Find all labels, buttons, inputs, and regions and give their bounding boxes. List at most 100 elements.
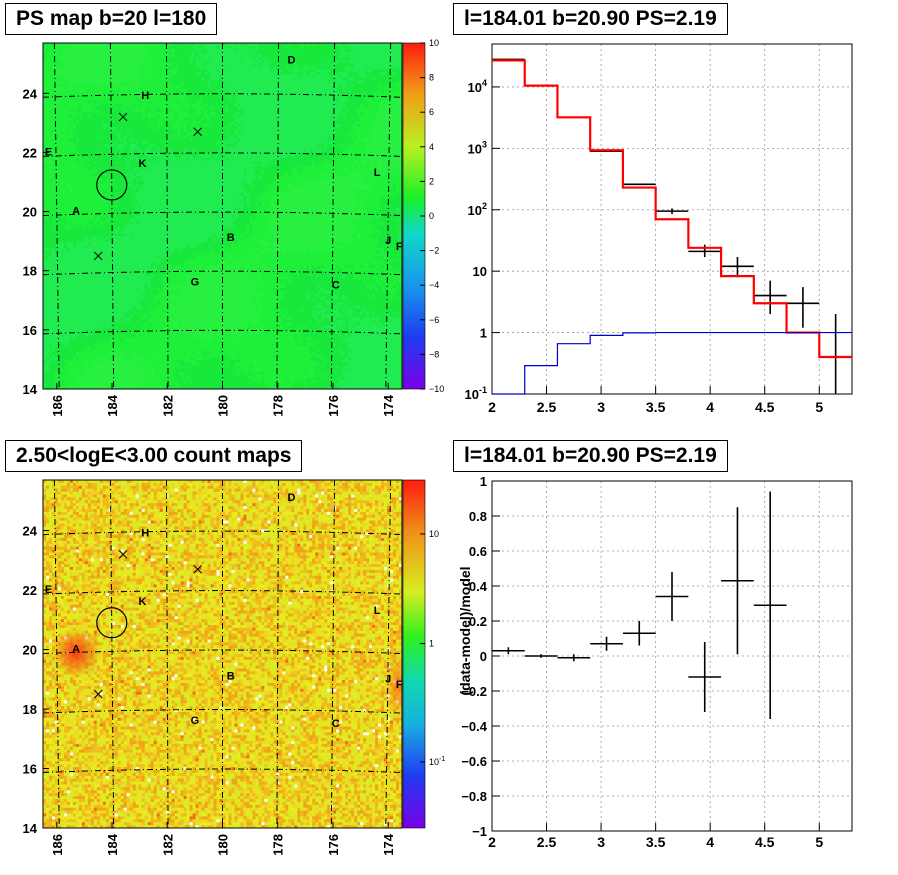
heatmap-cell [72, 158, 77, 162]
heatmap-cell [105, 86, 110, 90]
heatmap-cell [129, 328, 134, 332]
heatmap-cell [111, 224, 116, 228]
heatmap-cell [45, 265, 50, 269]
heatmap-cell [123, 172, 128, 177]
heatmap-cell [81, 314, 86, 318]
heatmap-cell [108, 230, 113, 234]
heatmap-cell [156, 241, 161, 246]
heatmap-cell [144, 178, 149, 182]
heatmap-cell [156, 337, 161, 341]
heatmap-cell [126, 141, 131, 145]
heatmap-cell [117, 74, 122, 78]
heatmap-cell [147, 218, 152, 223]
heatmap-cell [162, 296, 167, 301]
heatmap-cell [90, 230, 95, 234]
heatmap-cell [81, 143, 86, 148]
heatmap-cell [75, 241, 80, 246]
heatmap-cell [138, 126, 143, 130]
heatmap-cell [48, 74, 53, 78]
heatmap-cell [129, 164, 134, 168]
heatmap-cell [108, 112, 113, 116]
heatmap-cell [129, 374, 134, 378]
heatmap-cell [57, 71, 62, 76]
heatmap-cell [102, 244, 107, 249]
heatmap-cell [156, 256, 161, 260]
heatmap-cell [99, 132, 104, 136]
heatmap-cell [45, 80, 50, 84]
heatmap-cell [72, 204, 77, 208]
heatmap-cell [147, 126, 152, 130]
heatmap-cell [126, 244, 131, 249]
heatmap-cell [81, 363, 86, 367]
heatmap-cell [111, 60, 116, 64]
heatmap-cell [132, 337, 137, 341]
heatmap-cell [132, 227, 137, 231]
heatmap-cell [123, 204, 128, 208]
heatmap-cell [43, 285, 47, 289]
heatmap-cell [114, 345, 119, 350]
heatmap-cell [81, 380, 86, 384]
heatmap-cell [111, 132, 116, 136]
heatmap-cell [159, 83, 164, 87]
heatmap-cell [54, 126, 59, 130]
heatmap-cell [81, 207, 86, 211]
heatmap-cell [45, 135, 50, 139]
heatmap-cell [84, 241, 89, 246]
heatmap-cell [48, 334, 53, 338]
heatmap-cell [51, 218, 56, 223]
heatmap-cell [123, 92, 128, 96]
heatmap-cell [87, 270, 92, 275]
heatmap-cell [96, 83, 101, 87]
heatmap-cell [156, 149, 161, 153]
heatmap-cell [144, 152, 149, 156]
heatmap-cell [159, 155, 164, 159]
heatmap-cell [99, 351, 104, 355]
heatmap-cell [141, 129, 146, 133]
heatmap-cell [123, 383, 128, 387]
heatmap-cell [165, 89, 170, 93]
heatmap-cell [141, 305, 146, 309]
heatmap-cell [93, 126, 98, 130]
heatmap-cell [81, 293, 86, 298]
spectrum-title: l=184.01 b=20.90 PS=2.19 [453, 3, 728, 35]
heatmap-cell [162, 161, 167, 165]
heatmap-cell [114, 250, 119, 254]
heatmap-cell [90, 187, 95, 191]
heatmap-cell [111, 316, 116, 321]
heatmap-cell [117, 230, 122, 234]
heatmap-cell [117, 360, 122, 364]
heatmap-cell [147, 339, 152, 344]
heatmap-cell [120, 57, 125, 61]
heatmap-cell [129, 132, 134, 136]
heatmap-cell [126, 166, 131, 171]
heatmap-cell [81, 66, 86, 70]
heatmap-cell [114, 285, 119, 289]
heatmap-cell [60, 319, 65, 324]
heatmap-cell [111, 285, 116, 289]
heatmap-cell [63, 106, 68, 110]
heatmap-cell [81, 311, 86, 315]
heatmap-cell [147, 216, 152, 220]
heatmap-cell [156, 368, 161, 373]
heatmap-cell [141, 365, 146, 370]
heatmap-cell [75, 77, 80, 81]
heatmap-cell [114, 138, 119, 142]
heatmap-cell [126, 169, 131, 174]
heatmap-cell [87, 288, 92, 292]
heatmap-cell [63, 216, 68, 220]
heatmap-cell [54, 270, 59, 275]
heatmap-cell [135, 363, 140, 367]
heatmap-cell [96, 100, 101, 104]
heatmap-cell [93, 339, 98, 344]
heatmap-cell [147, 331, 152, 335]
heatmap-cell [123, 380, 128, 384]
heatmap-cell [63, 368, 68, 373]
heatmap-cell [153, 368, 158, 373]
heatmap-cell [126, 357, 131, 361]
heatmap-cell [147, 354, 152, 358]
heatmap-cell [135, 308, 140, 312]
heatmap-cell [45, 224, 50, 228]
heatmap-cell [63, 190, 68, 194]
heatmap-cell [57, 276, 62, 280]
heatmap-cell [48, 213, 53, 217]
